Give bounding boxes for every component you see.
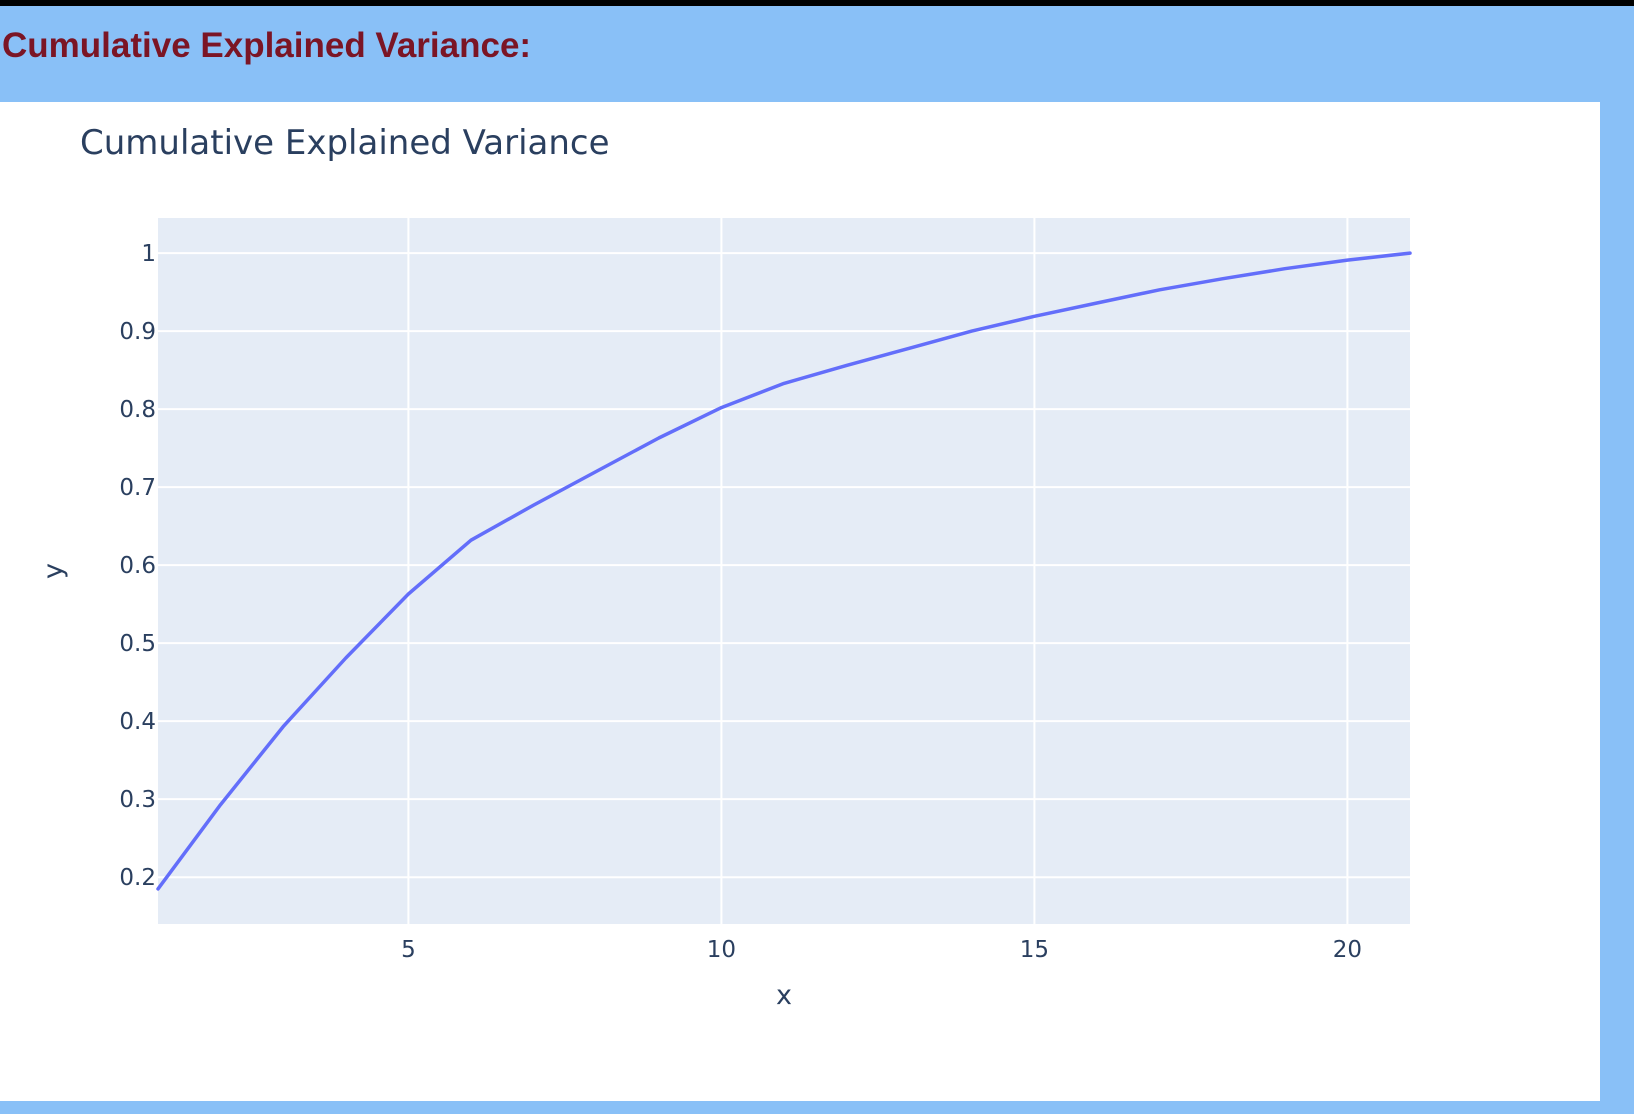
y-tick-labels: 0.2 0.3 0.4 0.5 0.6 0.7 0.8 0.9 1	[119, 241, 156, 891]
plot-area	[158, 218, 1410, 924]
x-tick-label: 10	[707, 937, 736, 963]
x-gridlines	[407, 218, 1349, 924]
y-tick-label: 0.4	[119, 709, 156, 735]
y-tick-label: 0.3	[119, 787, 156, 813]
y-tick-label: 0.5	[119, 631, 156, 657]
y-tick-label: 1	[141, 241, 156, 267]
y-axis-title: y	[38, 563, 69, 579]
y-tick-label: 0.7	[119, 475, 156, 501]
x-tick-label: 15	[1020, 937, 1049, 963]
y-gridlines	[158, 252, 1410, 879]
y-tick-label: 0.2	[119, 865, 156, 891]
section-title: Cumulative Explained Variance:	[2, 26, 532, 65]
y-tick-label: 0.9	[119, 319, 156, 345]
y-tick-label: 0.6	[119, 553, 156, 579]
series-group	[156, 251, 1412, 891]
x-axis-title: x	[776, 980, 792, 1011]
line-chart: Cumulative Explained Variance 5 10 15 20 0.…	[38, 123, 1412, 1011]
x-tick-label: 20	[1333, 937, 1362, 963]
section-header: Cumulative Explained Variance:	[0, 6, 1634, 102]
chart-panel: Cumulative Explained Variance 5 10 15 20 0.…	[0, 102, 1600, 1101]
chart-title: Cumulative Explained Variance	[80, 123, 610, 163]
x-tick-labels: 5 10 15 20	[401, 937, 1362, 963]
top-rule	[0, 0, 1634, 6]
x-tick-label: 5	[401, 937, 416, 963]
y-tick-label: 0.8	[119, 397, 156, 423]
series-line	[156, 251, 1412, 891]
